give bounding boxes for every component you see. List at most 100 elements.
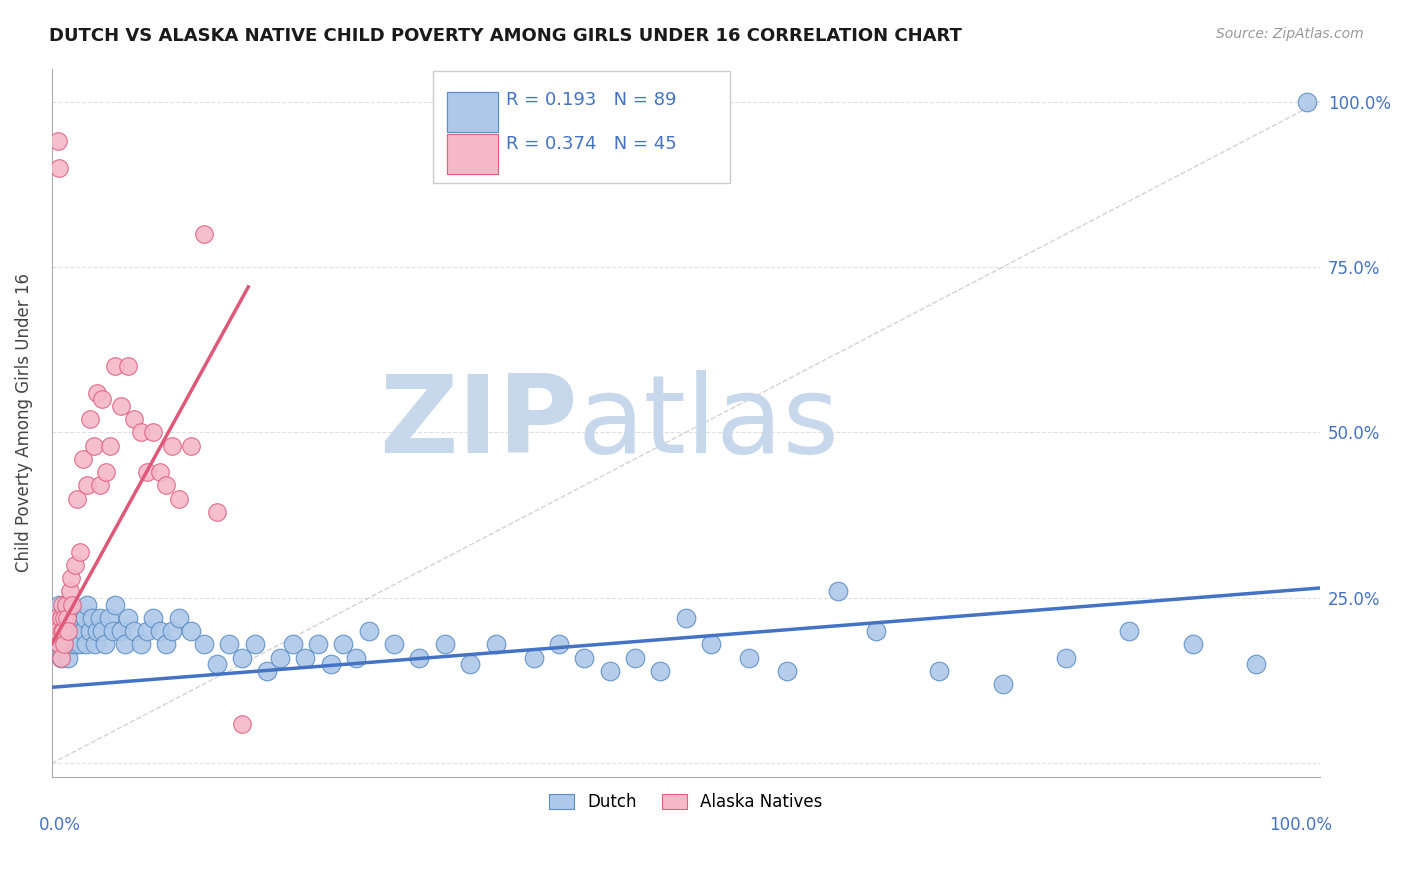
Point [52, 624, 75, 638]
Point [991, 677, 1014, 691]
Point [58, 624, 80, 638]
Point [89, 478, 111, 492]
Text: Source: ZipAtlas.com: Source: ZipAtlas.com [1216, 27, 1364, 41]
Point [218, 637, 240, 651]
Point [48, 637, 70, 651]
Point [49, 650, 72, 665]
Point [599, 664, 621, 678]
Point [70, 611, 93, 625]
Point [66, 611, 89, 625]
Point [53, 637, 76, 651]
Y-axis label: Child Poverty Among Girls Under 16: Child Poverty Among Girls Under 16 [15, 273, 32, 572]
FancyBboxPatch shape [447, 135, 498, 174]
Point [62, 611, 84, 625]
Point [67, 624, 90, 638]
Point [269, 650, 291, 665]
Text: 0.0%: 0.0% [39, 815, 82, 833]
Text: R = 0.193   N = 89: R = 0.193 N = 89 [506, 91, 676, 110]
Text: ZIP: ZIP [380, 369, 578, 475]
Point [51, 624, 73, 638]
Point [122, 624, 145, 638]
FancyBboxPatch shape [447, 92, 498, 131]
Point [91, 624, 114, 638]
Point [307, 637, 329, 651]
Point [91, 392, 114, 407]
Point [63, 624, 86, 638]
Point [51, 598, 73, 612]
Point [89, 611, 111, 625]
Point [72, 624, 94, 638]
Point [94, 637, 117, 651]
Point [433, 637, 456, 651]
Point [294, 650, 316, 665]
Text: atlas: atlas [578, 369, 839, 475]
Text: DUTCH VS ALASKA NATIVE CHILD POVERTY AMONG GIRLS UNDER 16 CORRELATION CHART: DUTCH VS ALASKA NATIVE CHILD POVERTY AMO… [49, 27, 962, 45]
Point [738, 650, 761, 665]
Point [148, 624, 170, 638]
Point [104, 359, 127, 374]
Point [155, 478, 177, 492]
Point [382, 637, 405, 651]
Point [160, 439, 183, 453]
Point [48, 598, 70, 612]
Point [160, 624, 183, 638]
Point [45, 624, 67, 638]
Point [110, 624, 132, 638]
Point [574, 650, 596, 665]
Point [97, 611, 120, 625]
Text: 100.0%: 100.0% [1270, 815, 1333, 833]
Point [60, 598, 83, 612]
Point [180, 624, 202, 638]
Point [624, 650, 647, 665]
Point [117, 611, 139, 625]
Point [142, 425, 165, 440]
Point [1054, 650, 1077, 665]
Point [46, 624, 69, 638]
Point [48, 637, 70, 651]
Point [1246, 657, 1268, 672]
Point [53, 624, 76, 638]
FancyBboxPatch shape [447, 135, 498, 174]
Point [650, 664, 672, 678]
Point [58, 624, 80, 638]
Point [86, 385, 108, 400]
Point [59, 637, 82, 651]
Point [700, 637, 723, 651]
Point [1296, 95, 1319, 109]
Point [135, 624, 157, 638]
Point [58, 584, 80, 599]
Point [73, 611, 96, 625]
Point [928, 664, 950, 678]
Point [129, 425, 152, 440]
Point [69, 544, 91, 558]
Point [357, 624, 380, 638]
Point [865, 624, 887, 638]
Point [193, 227, 215, 241]
Point [48, 161, 70, 175]
Point [1181, 637, 1204, 651]
Point [49, 624, 72, 638]
Legend: Dutch, Alaska Natives: Dutch, Alaska Natives [543, 787, 830, 818]
Point [1118, 624, 1140, 638]
Point [59, 571, 82, 585]
Point [205, 505, 228, 519]
Point [231, 716, 253, 731]
Point [83, 439, 105, 453]
Point [65, 637, 87, 651]
Point [231, 650, 253, 665]
Point [59, 611, 82, 625]
Point [75, 637, 97, 651]
Point [66, 491, 89, 506]
Point [51, 611, 73, 625]
Point [408, 650, 430, 665]
Point [129, 637, 152, 651]
Point [76, 598, 98, 612]
Point [167, 491, 190, 506]
Point [827, 584, 849, 599]
Point [548, 637, 571, 651]
Text: R = 0.374   N = 45: R = 0.374 N = 45 [506, 136, 676, 153]
Point [51, 637, 73, 651]
Point [55, 598, 77, 612]
Point [332, 637, 354, 651]
Point [98, 439, 121, 453]
